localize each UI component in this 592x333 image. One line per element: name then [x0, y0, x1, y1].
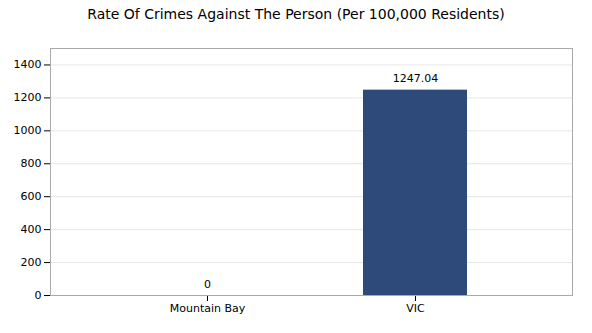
- svg-text:800: 800: [21, 157, 42, 170]
- svg-text:Mountain Bay: Mountain Bay: [170, 302, 246, 315]
- svg-text:1200: 1200: [14, 91, 42, 104]
- svg-text:0: 0: [35, 289, 42, 302]
- svg-text:1247.04: 1247.04: [393, 72, 439, 85]
- svg-text:1000: 1000: [14, 124, 42, 137]
- svg-text:VIC: VIC: [406, 302, 425, 315]
- svg-text:400: 400: [21, 223, 42, 236]
- svg-text:600: 600: [21, 190, 42, 203]
- svg-text:200: 200: [21, 256, 42, 269]
- html-text:Rate Of Crimes Against The Per: Rate Of Crimes Against The Person (Per 1…: [87, 6, 505, 22]
- svg-text:0: 0: [204, 278, 211, 291]
- svg-text:1400: 1400: [14, 58, 42, 71]
